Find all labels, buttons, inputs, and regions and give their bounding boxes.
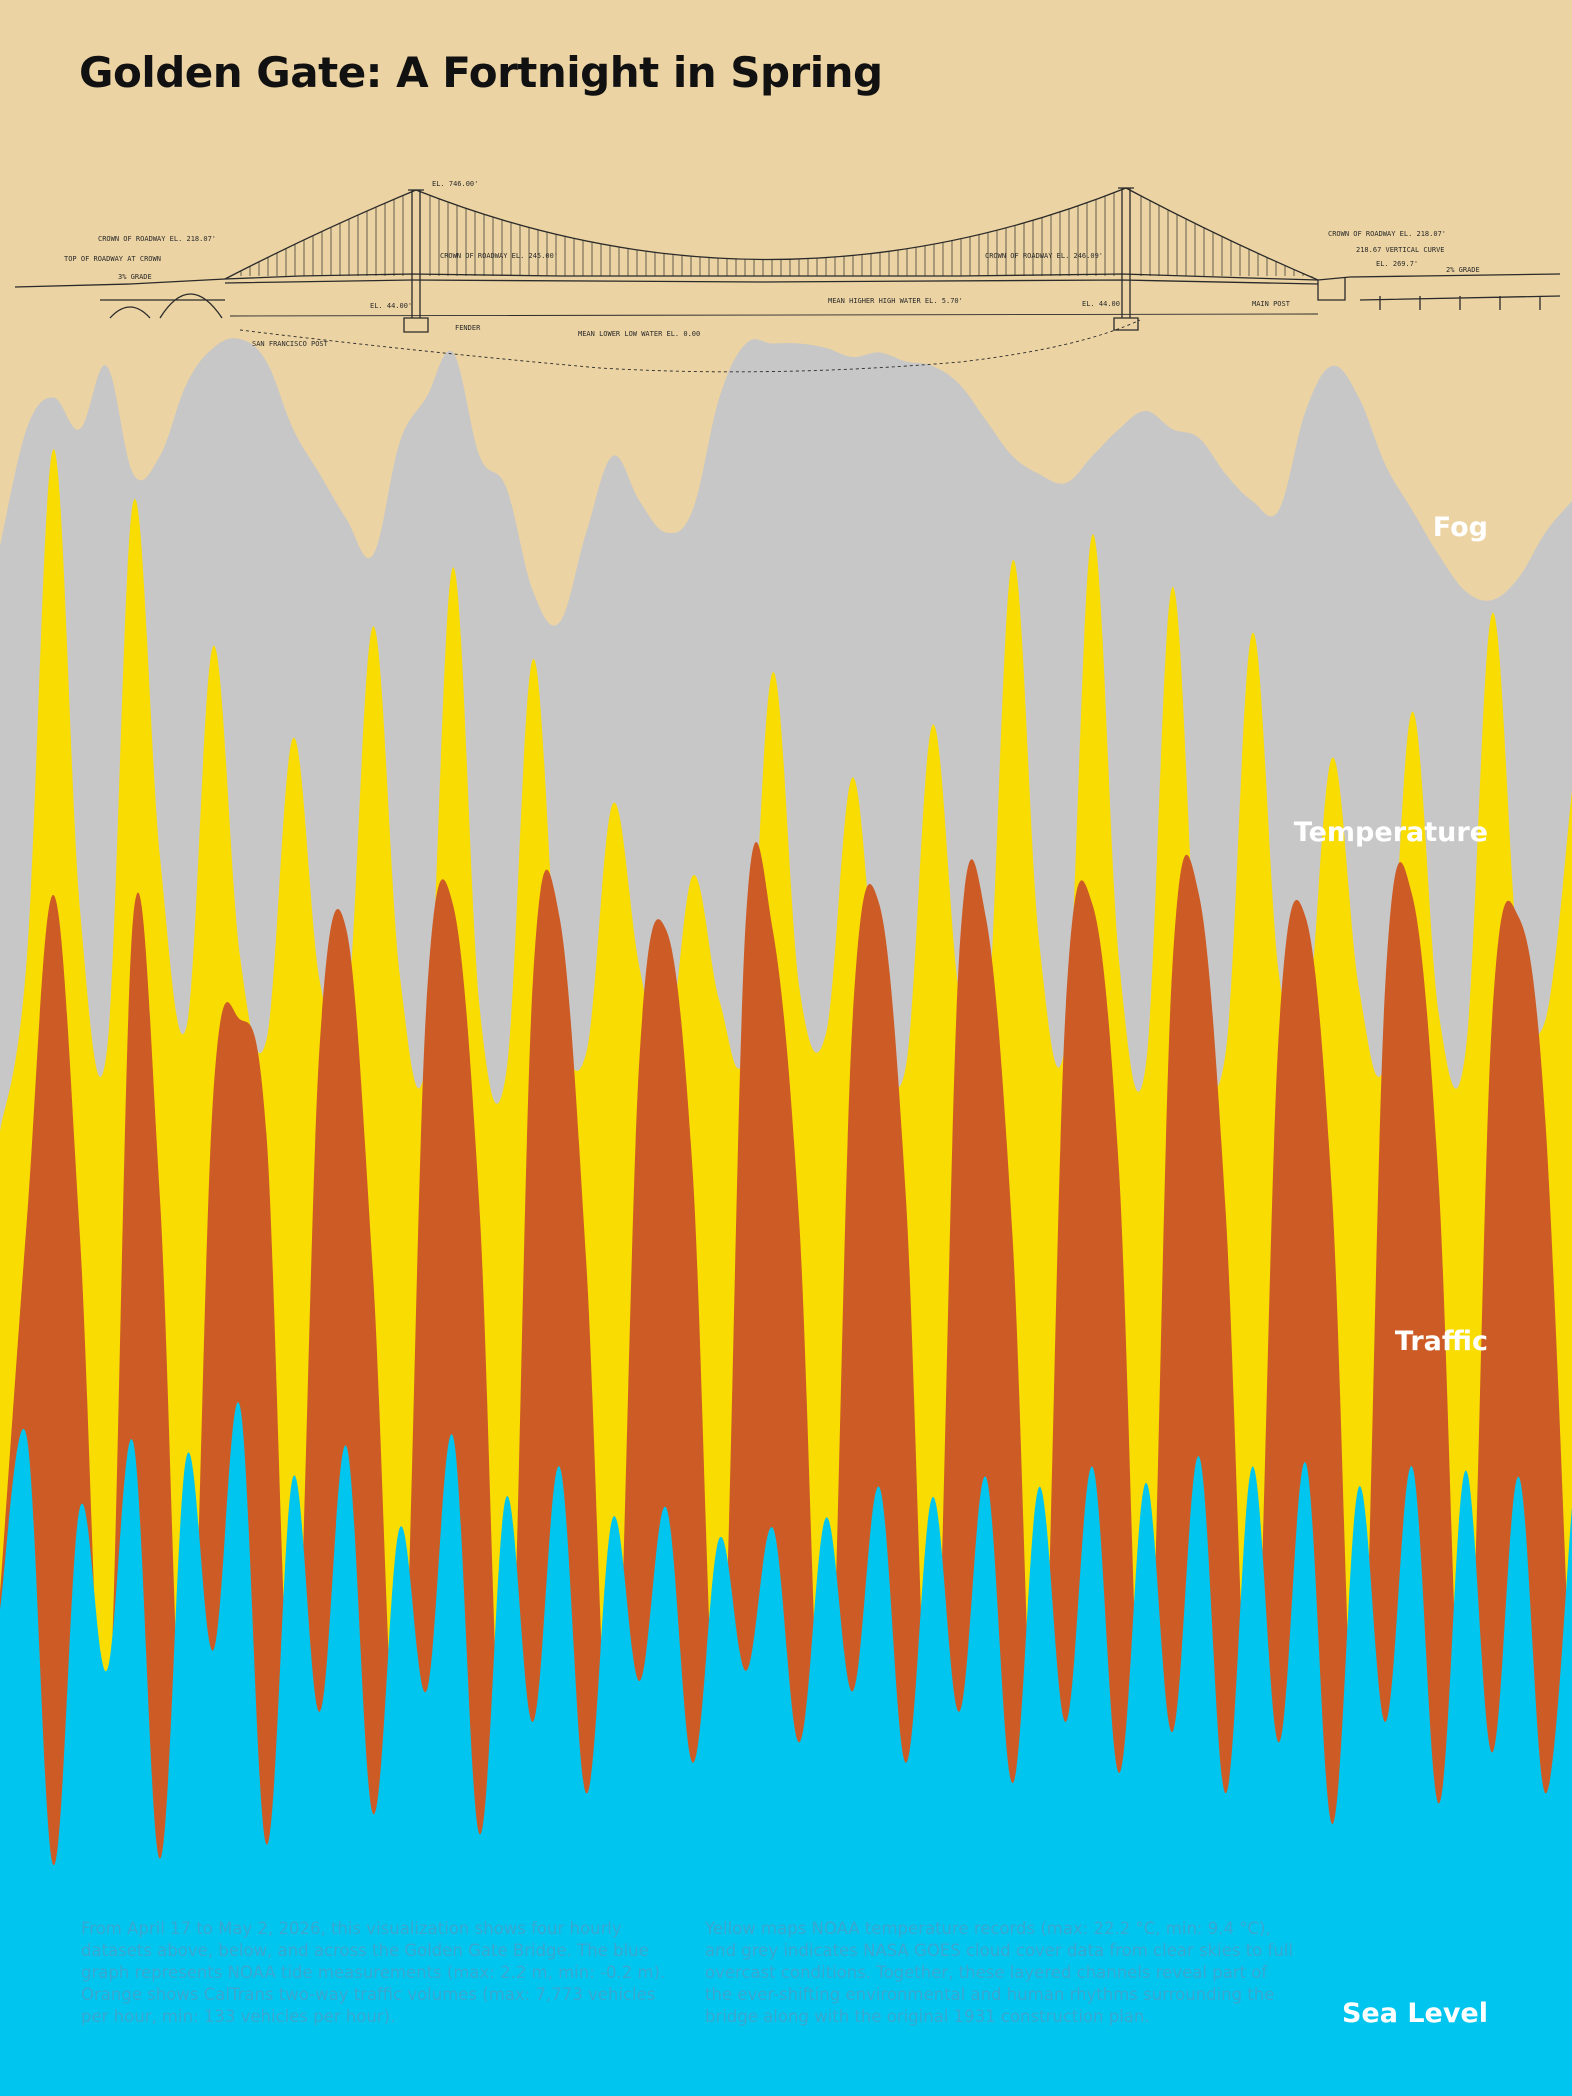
drawing-annotation: MEAN HIGHER HIGH WATER EL. 5.70' — [828, 297, 963, 305]
drawing-annotations: EL. 746.00' CROWN OF ROADWAY EL. 218.07' T… — [64, 180, 1480, 348]
fog-label: Fog — [1432, 512, 1488, 543]
description-right: Yellow maps NOAA temperature records (ma… — [705, 1919, 1293, 2026]
main-cable — [224, 187, 1319, 281]
south-pier — [403, 317, 429, 333]
drawing-annotation: CROWN OF ROADWAY EL. 218.07' — [98, 235, 216, 243]
fort-point-arch — [100, 293, 225, 319]
drawing-annotation: EL. 44.00' — [370, 302, 412, 310]
sea-level-label: Sea Level — [1341, 1998, 1488, 2029]
drawing-annotation: CROWN OF ROADWAY EL. 245.00' — [440, 252, 558, 260]
drawing-annotation: EL. 746.00' — [432, 180, 478, 188]
description-left: From April 17 to May 2, 2026, this visua… — [81, 1919, 666, 2026]
drawing-annotation: CROWN OF ROADWAY EL. 246.09' — [985, 252, 1103, 260]
traffic-label: Traffic — [1394, 1326, 1488, 1357]
north-pier — [1113, 317, 1139, 331]
drawing-annotation: 218.67 VERTICAL CURVE — [1356, 246, 1445, 254]
drawing-annotation: 3% GRADE — [118, 273, 152, 281]
drawing-annotation: TOP OF ROADWAY AT CROWN — [64, 255, 161, 263]
drawing-annotation: EL. 44.00' — [1082, 300, 1124, 308]
drawing-annotation: SAN FRANCISCO POST — [252, 340, 329, 348]
suspender-cables — [231, 192, 1313, 278]
drawing-annotation: FENDER — [455, 324, 481, 332]
drawing-annotation: MAIN POST — [1252, 300, 1291, 308]
drawing-annotation: 2% GRADE — [1446, 266, 1480, 274]
bridge-construction-plan-drawing — [14, 187, 1561, 373]
bridge-deck-lower — [224, 279, 1319, 285]
page-title: Golden Gate: A Fortnight in Spring — [79, 48, 883, 97]
temperature-label: Temperature — [1293, 817, 1488, 848]
drawing-annotation: EL. 269.7' — [1376, 260, 1418, 268]
sea-level-area — [0, 1402, 1572, 2096]
bridge-deck — [14, 273, 1561, 288]
north-viaduct — [1317, 278, 1561, 310]
bay-floor-profile — [239, 319, 1141, 373]
mean-high-water-line — [229, 313, 1319, 317]
drawing-annotation: MEAN LOWER LOW WATER EL. 0.00 — [578, 330, 700, 338]
drawing-annotation: CROWN OF ROADWAY EL. 218.07' — [1328, 230, 1446, 238]
